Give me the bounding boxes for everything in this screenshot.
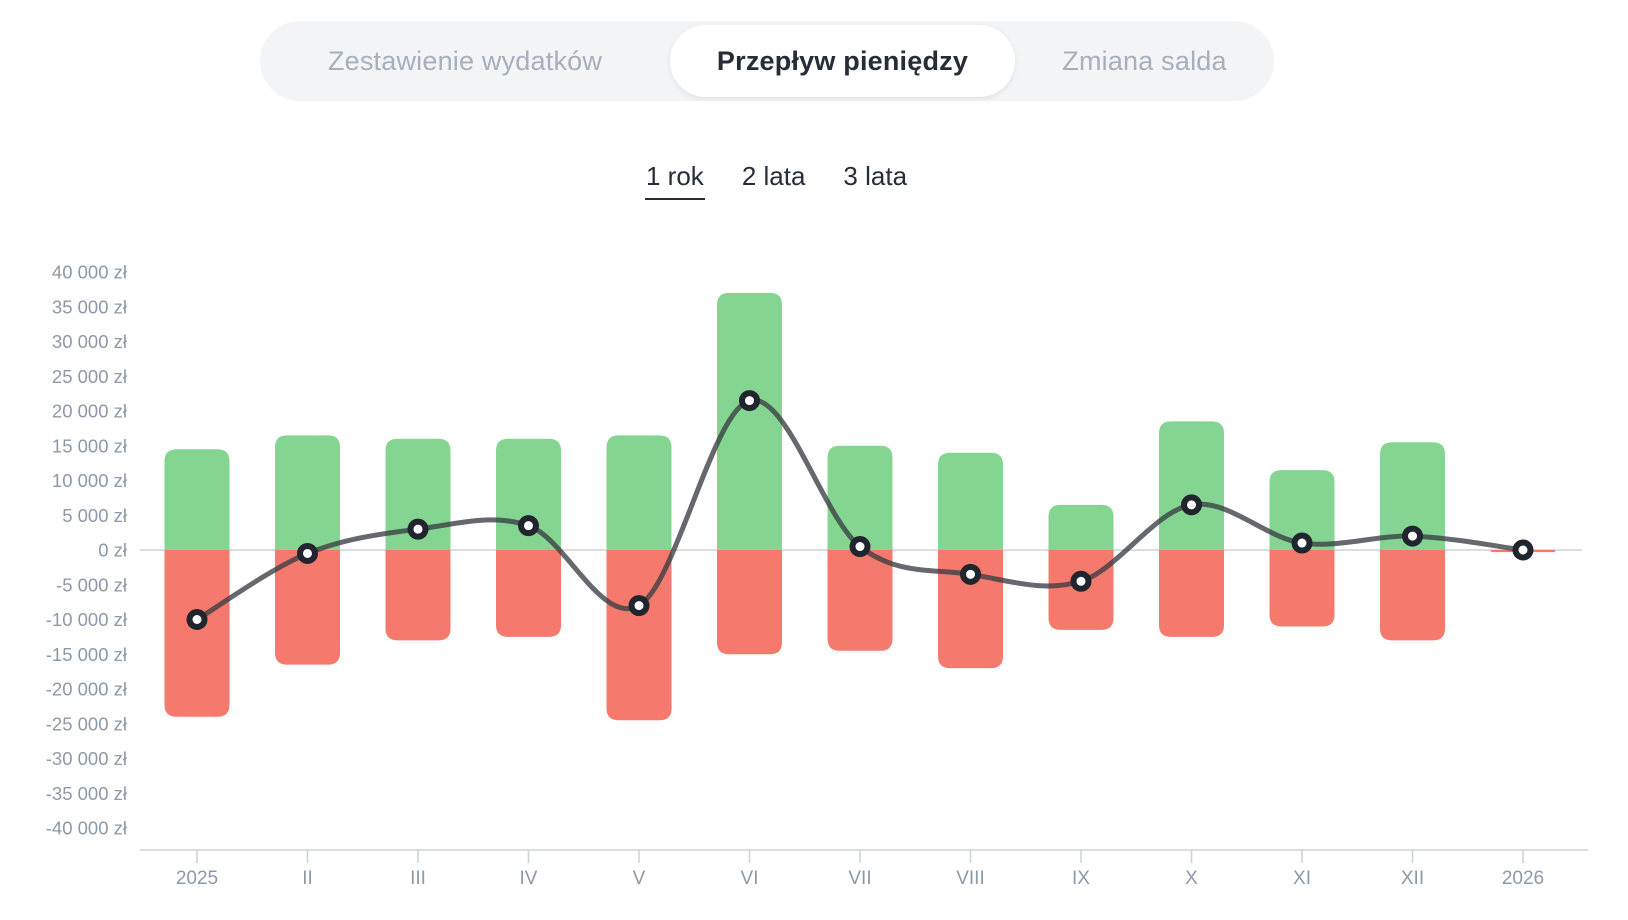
y-axis-tick-label: -30 000 zł [46,748,127,769]
net-point[interactable] [1181,494,1202,516]
net-point[interactable] [1402,525,1423,547]
y-axis-tick-label: -20 000 zł [46,679,127,700]
income-bar[interactable] [1048,504,1114,550]
x-axis-label: XII [1401,868,1424,889]
expense-bar[interactable] [1159,550,1224,637]
net-point[interactable] [960,563,981,585]
y-axis-tick-label: 10 000 zł [52,470,127,491]
x-axis-label: 2025 [176,868,218,889]
y-axis-tick-label: -40 000 zł [46,818,127,839]
income-bar[interactable] [1269,470,1335,550]
period-option-1-rok[interactable]: 1 rok [645,161,705,200]
net-point[interactable] [1291,532,1313,554]
net-point[interactable] [1070,570,1092,592]
expense-bar[interactable] [496,550,561,637]
income-bar[interactable] [1159,421,1224,550]
x-axis-label: II [302,868,313,889]
period-selector: 1 rok 2 lata 3 lata [645,161,908,200]
income-bar[interactable] [717,292,782,550]
x-axis-label: VI [741,868,759,889]
y-axis-tick-label: 20 000 zł [52,401,127,422]
net-point[interactable] [186,609,208,630]
x-axis-label: 2026 [1502,868,1544,889]
expense-bar[interactable] [385,550,451,641]
y-axis-tick-label: -15 000 zł [46,644,127,665]
net-point[interactable] [849,536,871,558]
y-axis-tick-label: 5 000 zł [62,505,127,526]
y-axis-tick-label: 15 000 zł [52,435,127,456]
net-point[interactable] [407,518,429,540]
y-axis-tick-label: 25 000 zł [52,366,127,387]
income-bar[interactable] [385,438,451,550]
expense-bar[interactable] [827,550,893,651]
x-axis-label: V [633,868,646,889]
x-axis-label: XI [1293,868,1311,889]
expense-bar[interactable] [1380,550,1445,641]
y-axis-tick-label: -5 000 zł [56,574,127,595]
income-bar[interactable] [275,435,340,550]
x-axis-label: VIII [956,868,985,889]
y-axis-tick-label: -10 000 zł [46,609,127,630]
tab-zmiana-salda[interactable]: Zmiana salda [1015,21,1274,101]
net-point[interactable] [518,515,539,537]
net-point[interactable] [628,595,650,617]
net-point[interactable] [1512,539,1534,561]
income-bar[interactable] [827,445,893,550]
net-point[interactable] [739,390,760,412]
period-option-3-lata[interactable]: 3 lata [842,161,908,200]
y-axis-tick-label: 30 000 zł [52,331,127,352]
x-axis-label: IX [1072,868,1090,889]
y-axis-tick-label: -25 000 zł [46,713,127,734]
y-axis-tick-label: 0 zł [98,540,127,561]
x-axis-label: X [1185,868,1198,889]
income-bar[interactable] [1380,442,1445,550]
y-axis-tick-label: -35 000 zł [46,783,127,804]
y-axis-tick-label: 40 000 zł [52,262,127,283]
net-point[interactable] [297,542,318,564]
x-axis-label: IV [520,868,538,889]
income-bar[interactable] [938,452,1003,550]
tab-przeplyw-pieniedzy[interactable]: Przepływ pieniędzy [670,25,1015,97]
x-axis-label: III [410,868,426,889]
expense-bar[interactable] [1269,550,1335,627]
y-axis-tick-label: 35 000 zł [52,296,127,317]
income-bar[interactable] [606,435,672,550]
expense-bar[interactable] [606,550,672,721]
x-axis-label: VII [848,868,871,889]
period-option-2-lata[interactable]: 2 lata [741,161,807,200]
income-bar[interactable] [164,449,230,550]
expense-bar[interactable] [275,550,340,665]
tab-zestawienie-wydatkow[interactable]: Zestawienie wydatków [260,21,670,101]
chart-type-tabs: Zestawienie wydatków Przepływ pieniędzy … [260,21,1274,101]
expense-bar[interactable] [717,550,782,655]
expense-bar[interactable] [164,550,230,717]
